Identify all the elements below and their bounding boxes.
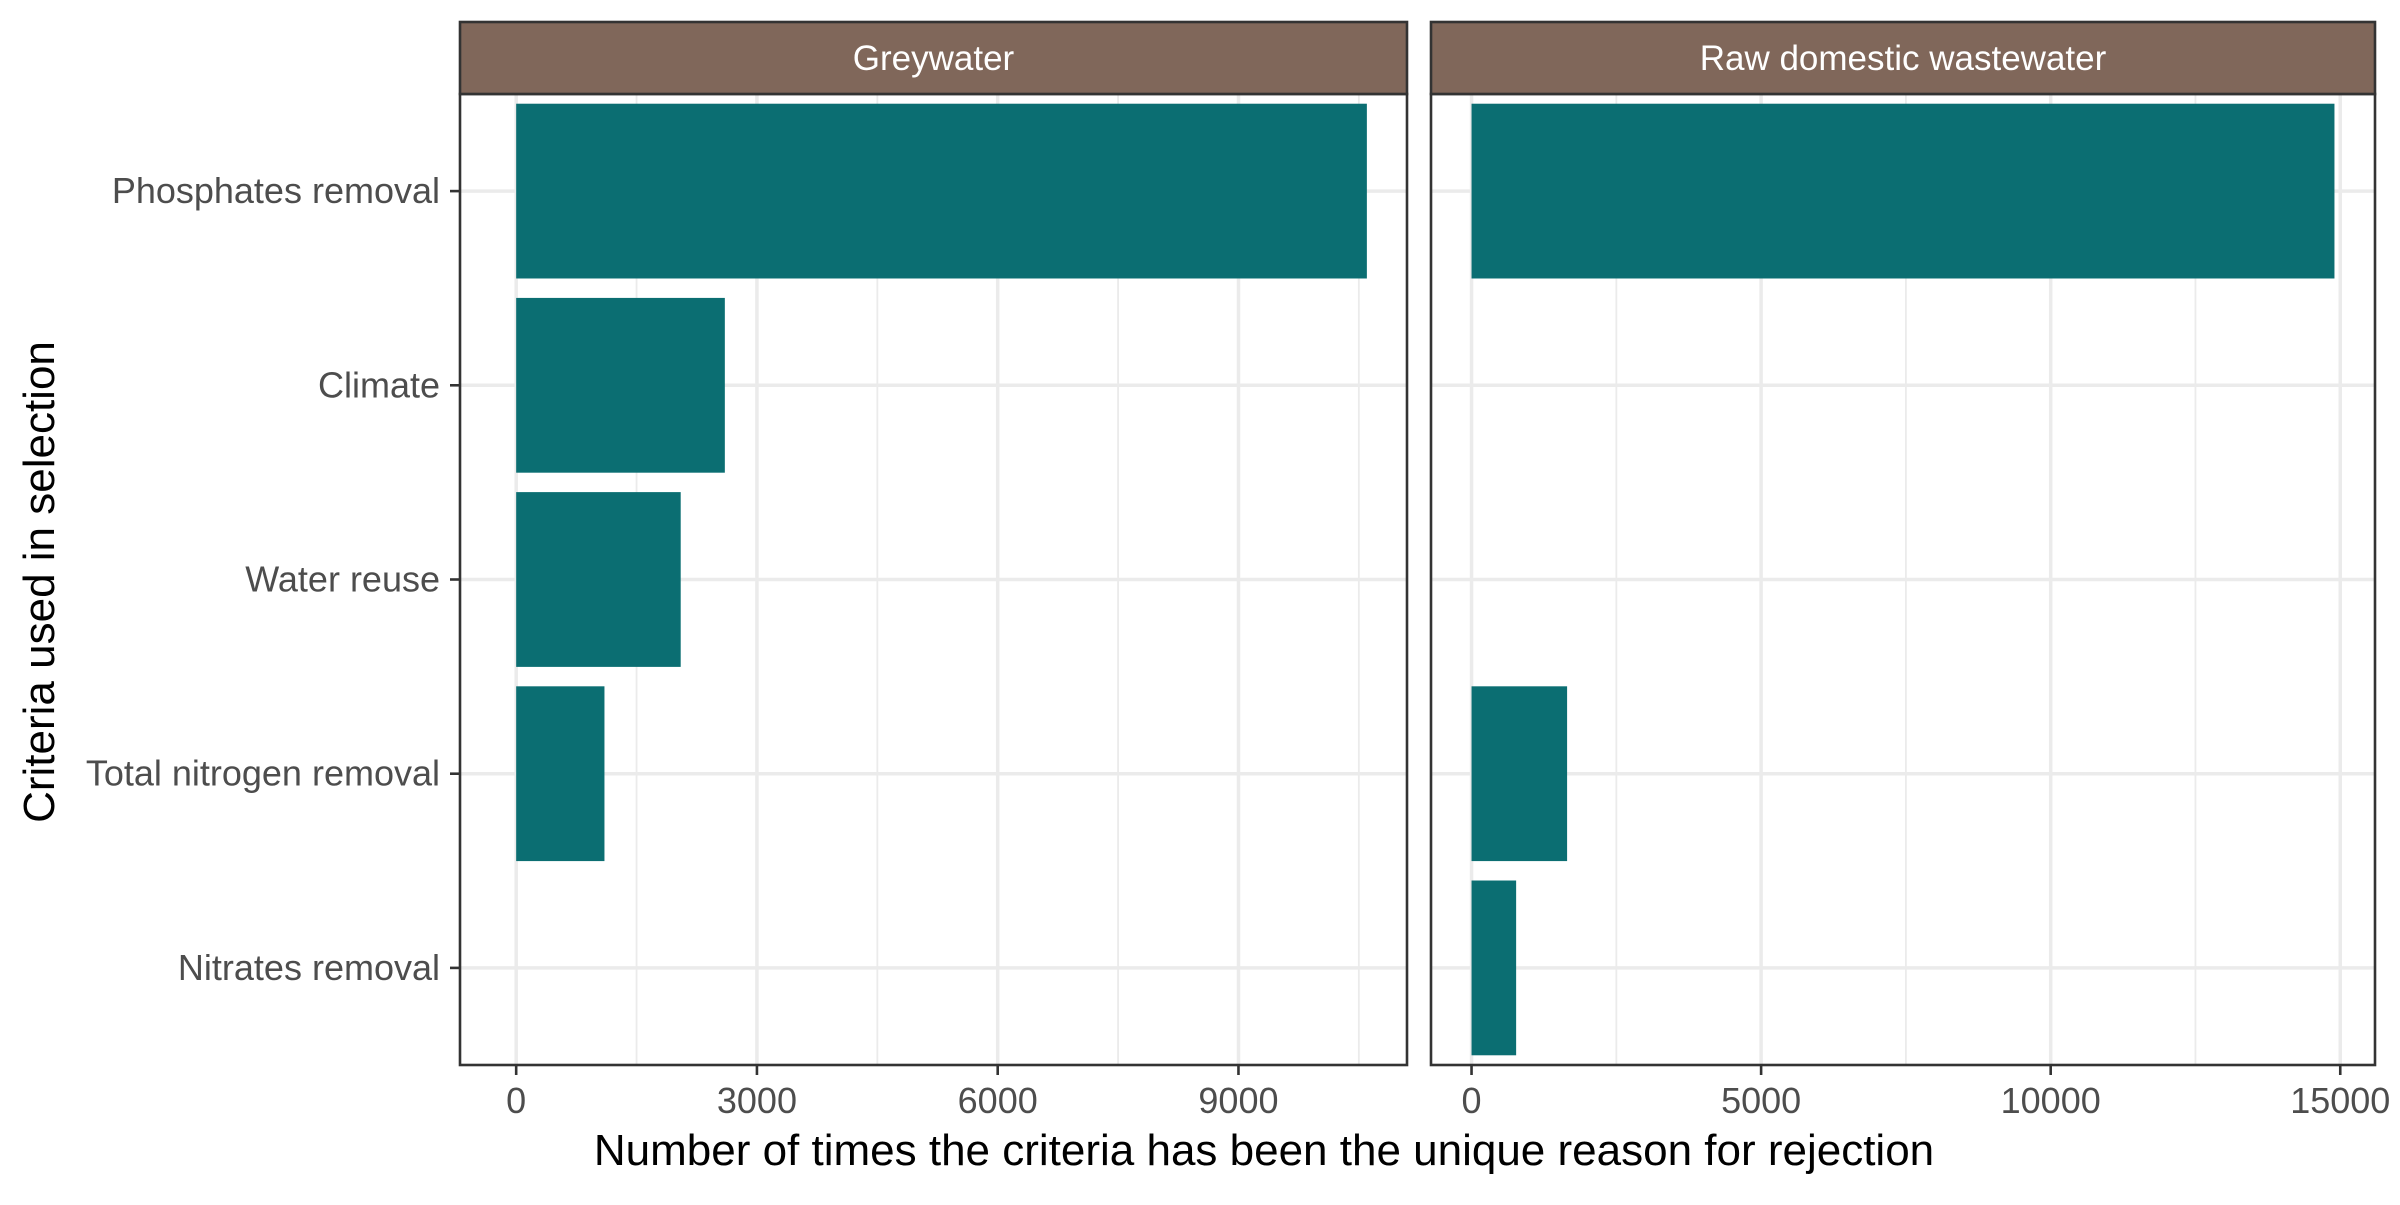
facet-strip-label: Raw domestic wastewater	[1700, 39, 2107, 78]
x-tick-label: 9000	[1198, 1080, 1278, 1121]
x-axis-title: Number of times the criteria has been th…	[594, 1126, 1934, 1175]
x-tick-label: 6000	[958, 1080, 1038, 1121]
y-axis: Phosphates removal Climate Water reuse Tota…	[86, 170, 460, 988]
y-tick-label: Climate	[318, 364, 440, 405]
facet-panel: Raw domestic wastewater 0 5000 10000 15000	[1429, 20, 2390, 1121]
facet-strip	[458, 20, 1409, 96]
facet-strip	[1429, 20, 2377, 96]
y-axis-title: Criteria used in selection	[15, 341, 64, 823]
bar	[516, 686, 605, 862]
bar	[516, 492, 681, 667]
bar	[1471, 880, 1517, 1056]
bar	[1471, 103, 2335, 279]
y-tick-label: Total nitrogen removal	[86, 753, 440, 794]
x-tick-label: 10000	[2001, 1080, 2101, 1121]
y-tick-label: Water reuse	[245, 559, 440, 600]
x-tick-label: 5000	[1721, 1080, 1801, 1121]
bar	[1471, 686, 1568, 862]
x-tick-label: 3000	[717, 1080, 797, 1121]
x-tick-label: 15000	[2290, 1080, 2390, 1121]
panels-layer: Greywater 0 3000 6000 9000 Raw domestic waste…	[458, 20, 2390, 1121]
bar	[516, 103, 1367, 279]
facet-panel: Greywater 0 3000 6000 9000	[458, 20, 1409, 1121]
x-tick-label: 0	[506, 1080, 526, 1121]
y-tick-label: Nitrates removal	[178, 947, 440, 988]
facet-strip-label: Greywater	[853, 39, 1015, 78]
y-tick-label: Phosphates removal	[112, 170, 440, 211]
x-tick-label: 0	[1462, 1080, 1482, 1121]
bar	[516, 297, 725, 473]
